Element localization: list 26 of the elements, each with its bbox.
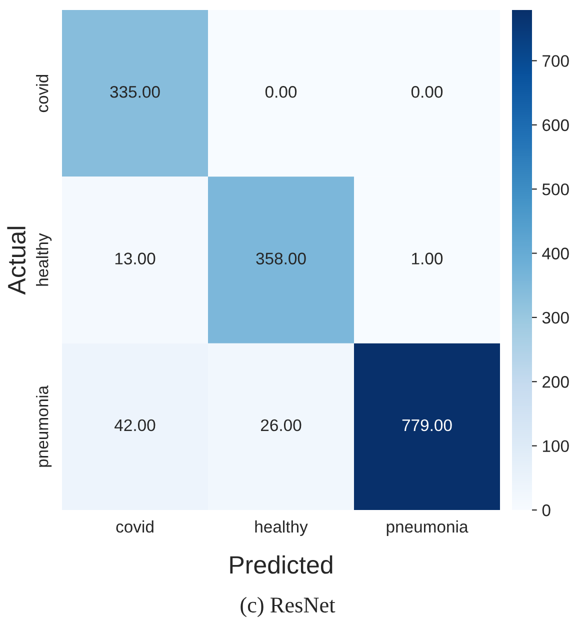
data-label: 0.00: [411, 86, 443, 98]
data-label: 42.00: [114, 419, 156, 432]
x-tick-label: healthy: [255, 520, 308, 536]
data-label: 358.00: [256, 252, 306, 264]
data-label: 779.00: [402, 419, 452, 432]
data-label: 13.00: [115, 252, 156, 264]
data-label: 335.00: [110, 86, 160, 98]
color-bar-label: 300: [542, 312, 569, 324]
color-bar-label: 100: [542, 440, 569, 452]
color-bar-label: 400: [542, 248, 569, 260]
color-bar-label: 200: [542, 376, 569, 388]
color-bar-label: 0: [542, 504, 550, 516]
data-label: 0.00: [265, 86, 297, 98]
x-tick-label: pneumonia: [386, 520, 468, 536]
x-tick-label: covid: [116, 520, 154, 533]
y-tick-label: healthy: [36, 233, 52, 286]
color-bar-label: 700: [542, 55, 569, 67]
x-axis-title: Predicted: [230, 555, 332, 574]
data-label: 1.00: [412, 252, 443, 264]
y-axis-title: Actual: [7, 226, 26, 295]
color-bar-label: 600: [542, 119, 569, 132]
color-bar-label: 500: [542, 183, 569, 196]
y-tick-label: covid: [36, 74, 48, 112]
y-tick-label: pneumonia: [36, 385, 52, 467]
text: (c) ResNet: [240, 596, 336, 618]
data-label: 26.00: [260, 419, 302, 432]
